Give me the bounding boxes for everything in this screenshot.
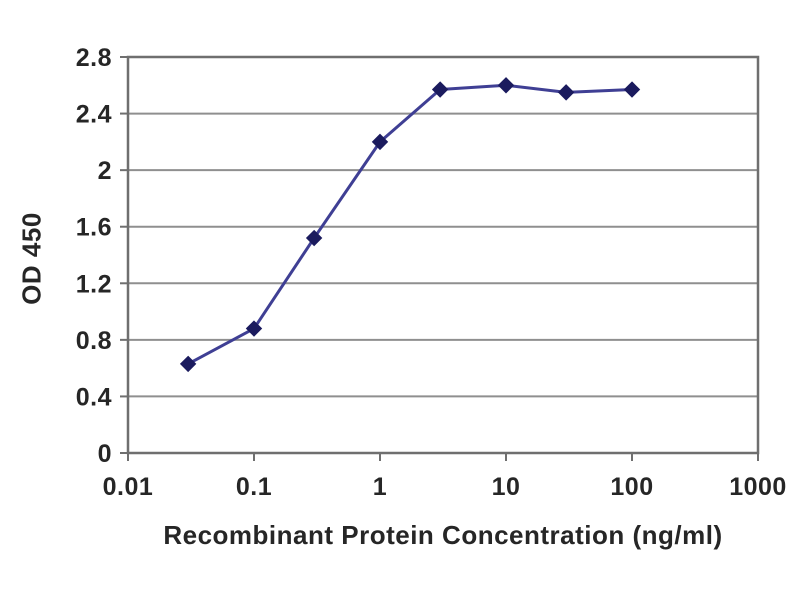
- data-point-marker: [497, 77, 515, 94]
- x-tick-label: 0.01: [103, 473, 154, 501]
- y-tick-label: 2.4: [76, 101, 112, 129]
- y-tick-label: 0: [98, 440, 112, 468]
- data-point-marker: [305, 229, 323, 247]
- data-point-marker: [371, 133, 389, 151]
- y-axis-title: OD 450: [16, 212, 47, 305]
- y-tick-label: 1.2: [76, 270, 112, 298]
- data-point-marker: [623, 81, 641, 98]
- y-tick-label: 1.6: [76, 214, 112, 242]
- y-tick-label: 0.4: [76, 383, 112, 411]
- x-axis-title: Recombinant Protein Concentration (ng/ml…: [163, 520, 723, 550]
- x-tick-label: 0.1: [236, 473, 272, 501]
- data-point-marker: [245, 320, 263, 337]
- series-line: [186, 83, 634, 366]
- data-point-marker: [431, 81, 449, 98]
- y-tick-label: 0.8: [76, 327, 112, 355]
- x-tick-label: 1: [373, 473, 387, 501]
- x-tick-label: 100: [610, 473, 653, 501]
- y-tick-label: 2: [98, 157, 112, 185]
- plot-border: [126, 55, 760, 455]
- data-point-marker: [557, 84, 575, 101]
- data-point-marker: [179, 355, 197, 373]
- x-tick-label: 10: [492, 473, 521, 501]
- y-tick-label: 2.8: [76, 44, 112, 72]
- x-tick-label: 1000: [729, 473, 787, 501]
